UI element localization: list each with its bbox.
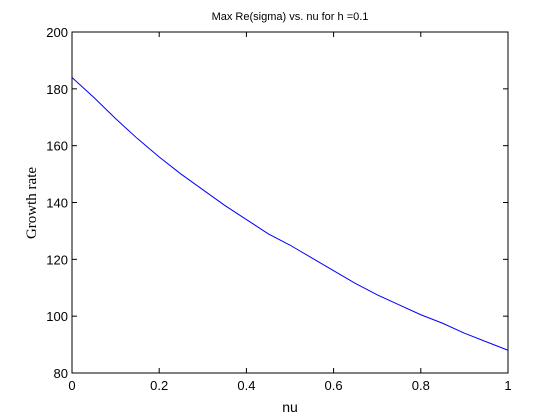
- y-tick-label: 140: [46, 196, 68, 211]
- x-tick-label: 1: [504, 378, 511, 393]
- plot-area: [71, 31, 509, 374]
- y-tick-label: 100: [46, 309, 68, 324]
- y-tick-label: 160: [46, 139, 68, 154]
- series-layer: [71, 77, 509, 351]
- x-tick-label: 0.4: [237, 378, 255, 393]
- y-tick-label: 120: [46, 252, 68, 267]
- y-tick-label: 200: [46, 25, 68, 40]
- chart-title: Max Re(sigma) vs. nu for h =0.1: [212, 11, 369, 23]
- x-tick-label: 0.8: [412, 378, 430, 393]
- x-tick-label: 0: [68, 378, 75, 393]
- x-tick-label: 0.2: [150, 378, 168, 393]
- x-tick-label: 0.6: [325, 378, 343, 393]
- y-tick-label: 180: [46, 82, 68, 97]
- series-line-0: [71, 77, 509, 351]
- x-axis-label: nu: [282, 399, 298, 415]
- y-axis-label: Growth rate: [24, 167, 40, 239]
- y-tick-label: 80: [54, 366, 68, 381]
